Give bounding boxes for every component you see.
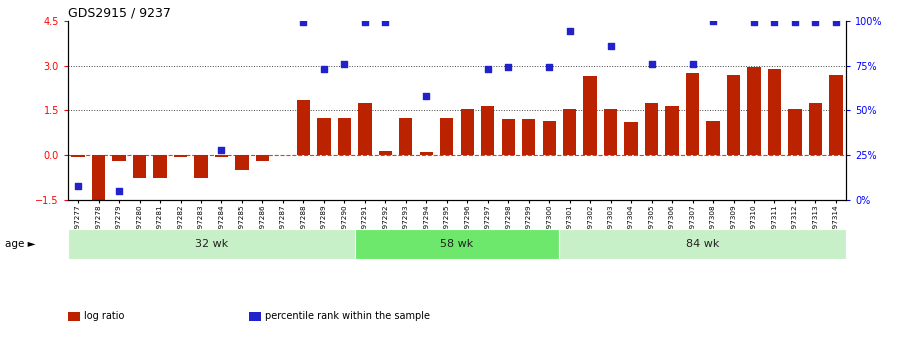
Bar: [686, 73, 700, 155]
Point: [787, 20, 802, 25]
Bar: [665, 106, 679, 155]
Point: [338, 61, 352, 67]
Bar: [584, 76, 596, 155]
Point: [706, 18, 720, 23]
Point: [71, 183, 85, 188]
Point: [296, 20, 310, 25]
Point: [808, 20, 823, 25]
Point: [357, 20, 372, 25]
Bar: [92, 155, 105, 205]
Point: [501, 65, 516, 70]
Point: [419, 93, 433, 99]
Bar: [727, 75, 740, 155]
Text: percentile rank within the sample: percentile rank within the sample: [265, 312, 430, 321]
Text: 58 wk: 58 wk: [441, 239, 473, 249]
Bar: [112, 155, 126, 161]
Point: [214, 147, 229, 152]
Point: [767, 20, 782, 25]
Bar: [378, 151, 392, 155]
Text: GDS2915 / 9237: GDS2915 / 9237: [68, 7, 171, 20]
Bar: [624, 122, 638, 155]
Bar: [297, 100, 310, 155]
Bar: [355, 229, 559, 259]
Point: [829, 20, 843, 25]
Bar: [829, 75, 843, 155]
Bar: [563, 109, 576, 155]
Bar: [767, 69, 781, 155]
Bar: [153, 155, 167, 178]
Bar: [707, 121, 719, 155]
Text: log ratio: log ratio: [84, 312, 125, 321]
Point: [644, 61, 659, 67]
Point: [378, 20, 393, 25]
Point: [481, 66, 495, 72]
Bar: [809, 103, 822, 155]
Bar: [559, 229, 846, 259]
Bar: [133, 155, 147, 178]
Bar: [542, 121, 556, 155]
Bar: [440, 118, 453, 155]
Bar: [318, 118, 330, 155]
Bar: [645, 103, 658, 155]
Bar: [358, 103, 372, 155]
Point: [685, 61, 700, 67]
Bar: [420, 152, 433, 155]
Bar: [481, 106, 494, 155]
Point: [542, 65, 557, 70]
Bar: [399, 118, 413, 155]
Text: age ►: age ►: [5, 239, 35, 249]
Bar: [174, 155, 187, 157]
Bar: [461, 109, 474, 155]
Bar: [501, 119, 515, 155]
Point: [562, 29, 576, 34]
Bar: [338, 118, 351, 155]
Bar: [214, 155, 228, 157]
Point: [747, 20, 761, 25]
Bar: [71, 155, 85, 157]
Bar: [604, 109, 617, 155]
Point: [604, 43, 618, 49]
Bar: [256, 155, 269, 161]
Bar: [522, 119, 536, 155]
Bar: [68, 229, 355, 259]
Text: 84 wk: 84 wk: [686, 239, 719, 249]
Point: [112, 188, 127, 194]
Bar: [788, 109, 802, 155]
Bar: [235, 155, 249, 170]
Bar: [748, 67, 761, 155]
Point: [317, 66, 331, 72]
Bar: [195, 155, 207, 178]
Text: 32 wk: 32 wk: [195, 239, 228, 249]
